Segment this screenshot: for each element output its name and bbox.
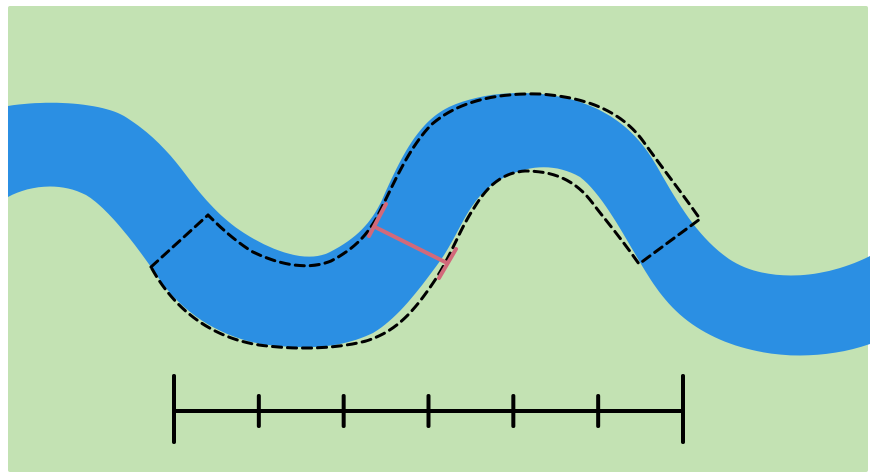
river-width-marker — [367, 202, 458, 280]
dashed-river-segment-outline — [149, 92, 702, 350]
scale-bar — [172, 374, 685, 444]
width-marker-top-cap — [367, 202, 388, 238]
river-shape — [8, 92, 870, 356]
scale-bar-ticks — [256, 394, 601, 428]
width-marker-line — [375, 226, 449, 265]
width-marker-bottom-cap — [437, 247, 458, 280]
